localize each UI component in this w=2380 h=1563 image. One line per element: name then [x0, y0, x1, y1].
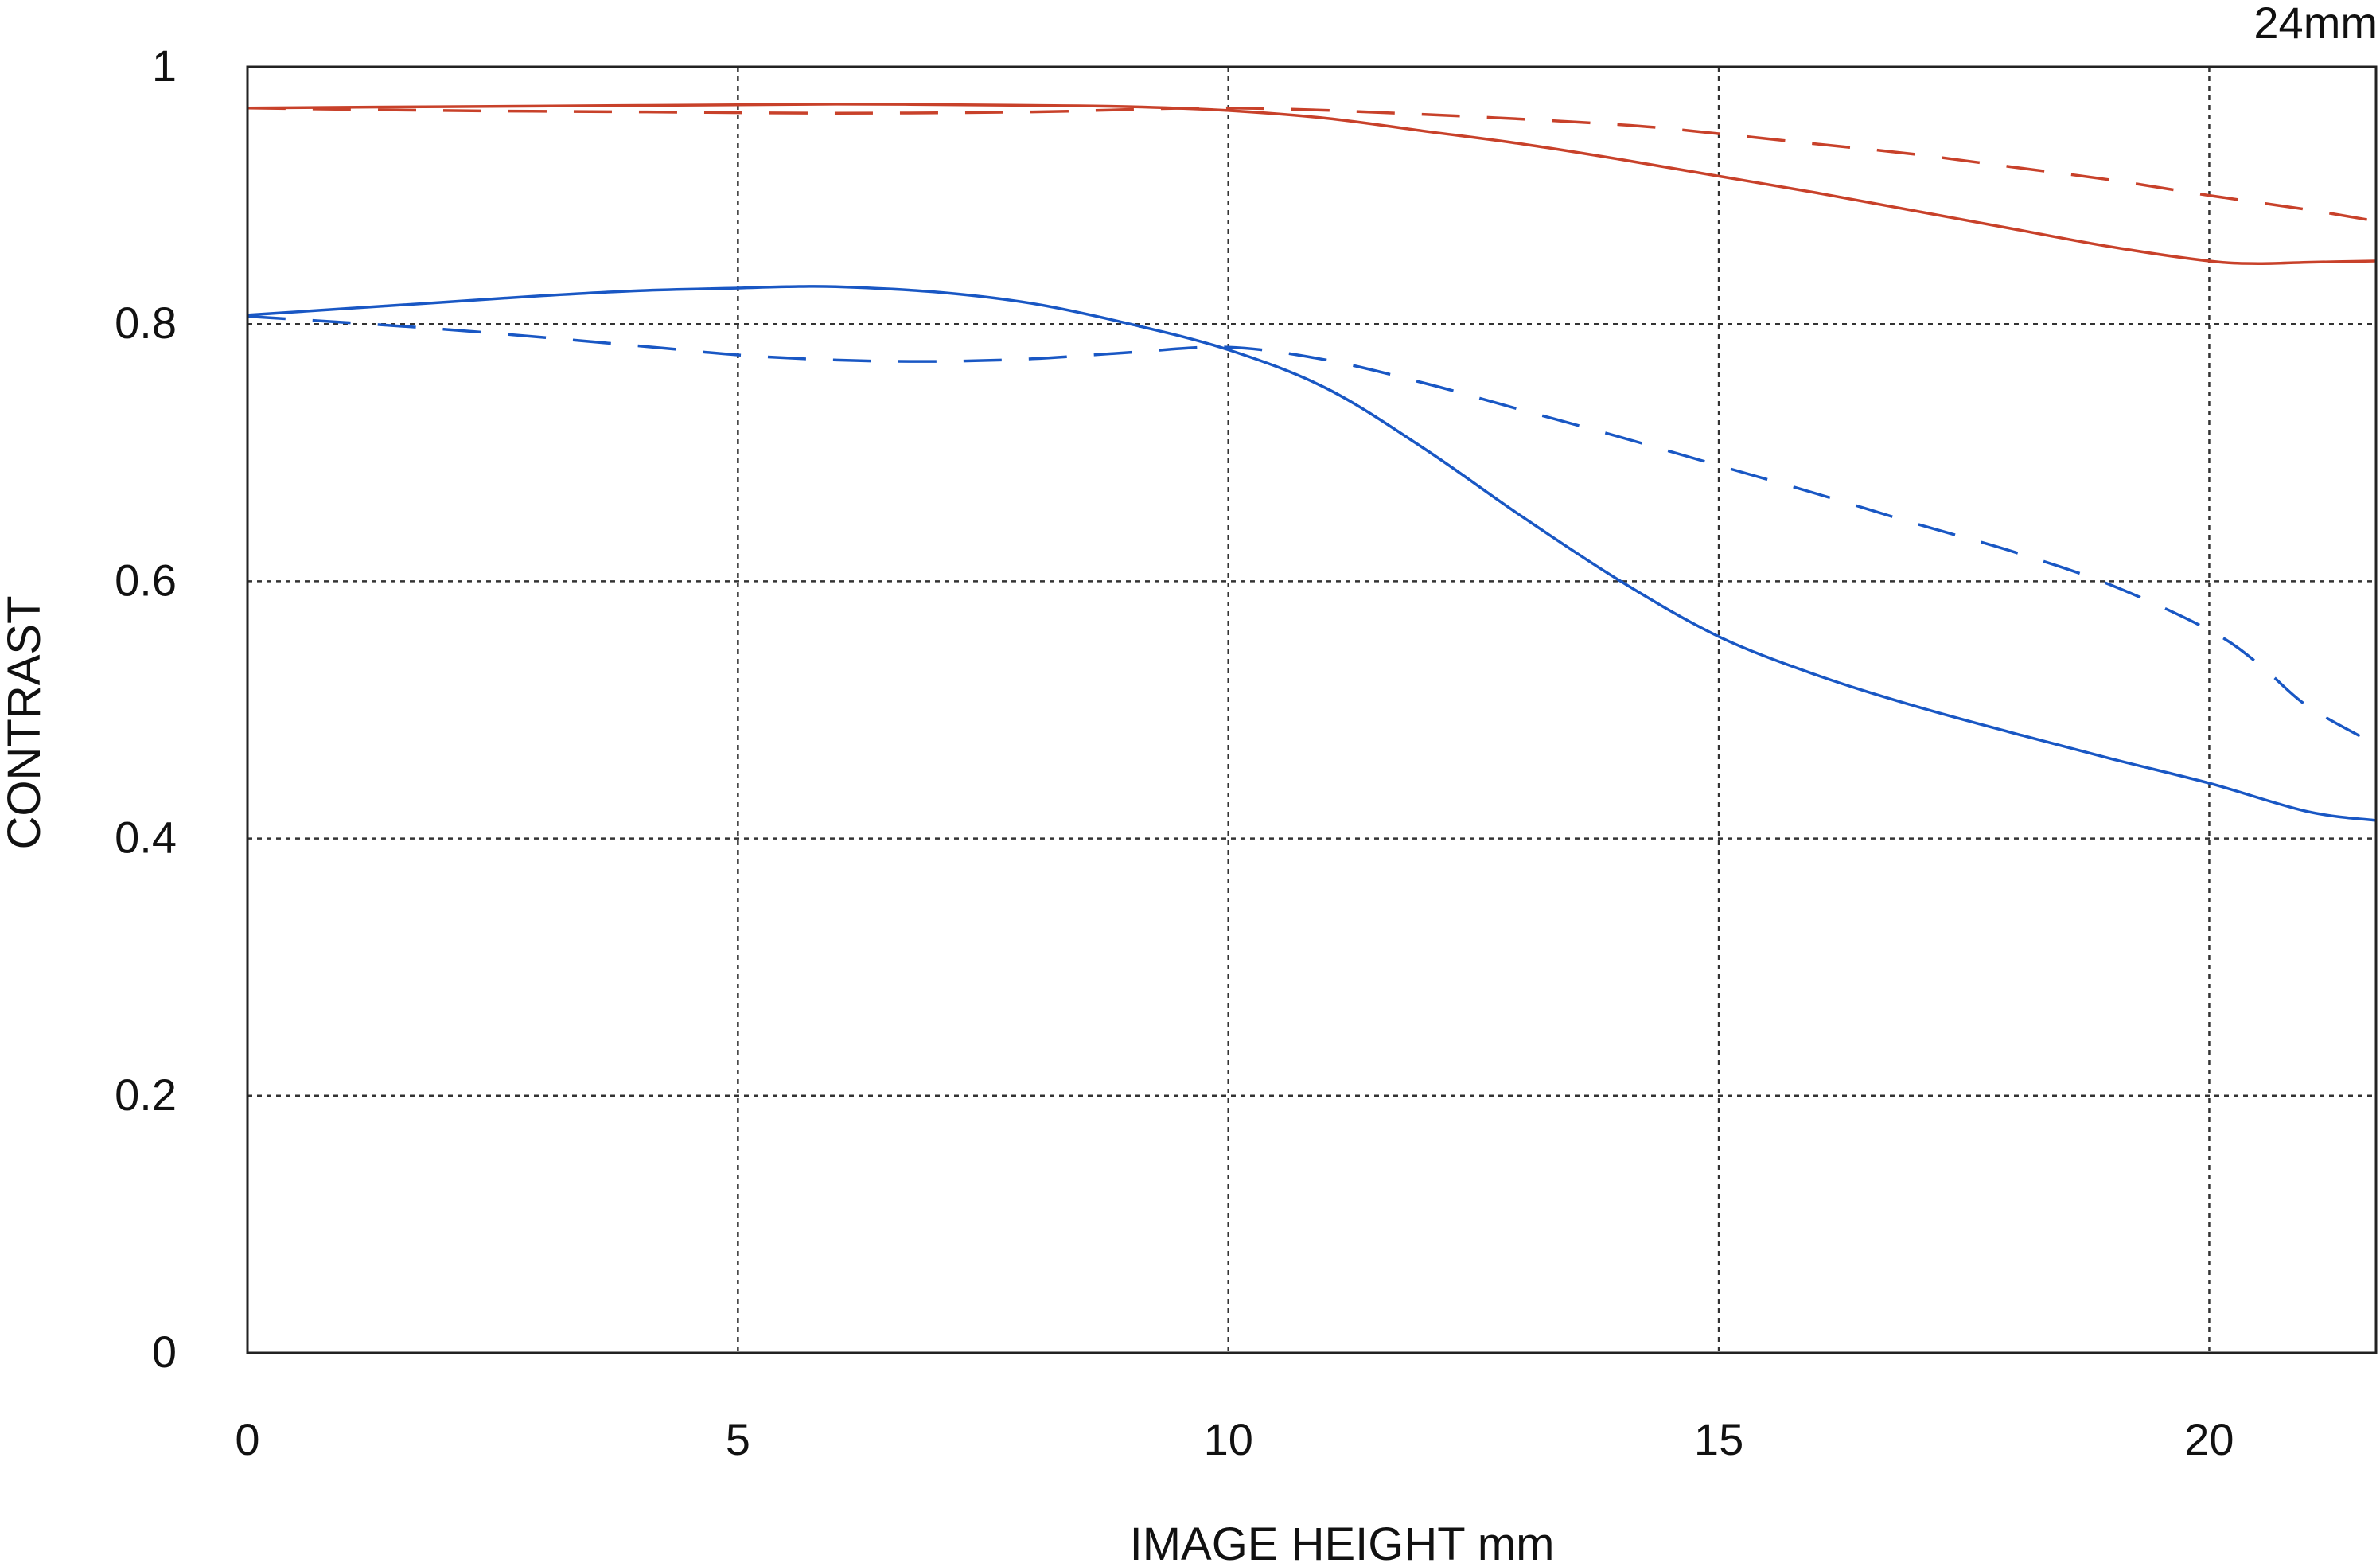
series-line-1: [247, 103, 2377, 265]
x-tick-label: 20: [2184, 1414, 2234, 1464]
y-tick-label: 0.8: [115, 298, 177, 348]
y-axis-ticks: 0 0.2 0.4 0.6 0.8 1: [115, 41, 177, 1377]
x-tick-label: 15: [1694, 1414, 1743, 1464]
data-series: [247, 103, 2377, 822]
y-tick-label: 0.2: [115, 1070, 177, 1120]
series-line-4: [247, 314, 2377, 746]
y-tick-label: 0.4: [115, 813, 177, 863]
y-axis-title: CONTRAST: [0, 596, 50, 850]
y-tick-label: 0: [152, 1327, 177, 1377]
y-tick-label: 1: [152, 41, 177, 91]
series-line-2: [247, 106, 2377, 223]
x-tick-label: 5: [726, 1414, 750, 1464]
plot-frame: [246, 65, 2378, 1354]
focal-length-label: 24mm: [2253, 0, 2378, 48]
x-tick-label: 10: [1204, 1414, 1253, 1464]
series-line-3: [247, 285, 2377, 822]
x-axis-title: IMAGE HEIGHT mm: [1130, 1518, 1555, 1563]
x-tick-label: 0: [235, 1414, 259, 1464]
y-tick-label: 0.6: [115, 555, 177, 605]
grid-lines: [247, 67, 2376, 1353]
x-axis-ticks: 0 5 10 15 20: [235, 1414, 2234, 1464]
